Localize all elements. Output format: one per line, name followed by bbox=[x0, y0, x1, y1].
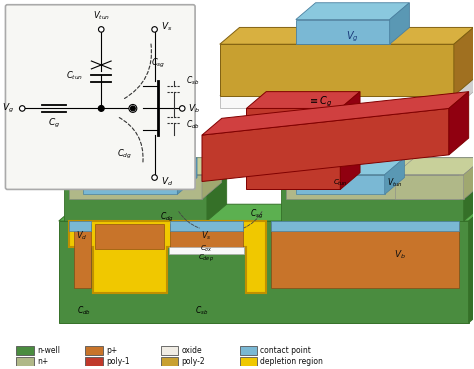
Text: $C_{dep}$: $C_{dep}$ bbox=[198, 253, 214, 264]
Text: $\equiv C_g$: $\equiv C_g$ bbox=[308, 94, 333, 109]
Polygon shape bbox=[220, 96, 454, 108]
Polygon shape bbox=[59, 221, 469, 323]
Polygon shape bbox=[177, 158, 197, 194]
Polygon shape bbox=[69, 158, 222, 175]
Polygon shape bbox=[449, 92, 469, 155]
Text: contact point: contact point bbox=[260, 346, 311, 355]
Text: p+: p+ bbox=[106, 346, 118, 355]
Polygon shape bbox=[296, 158, 404, 175]
Polygon shape bbox=[246, 108, 340, 189]
Polygon shape bbox=[281, 175, 464, 221]
Text: $V_d$: $V_d$ bbox=[76, 230, 87, 242]
Bar bbox=[161, 346, 178, 355]
Text: $V_s$: $V_s$ bbox=[201, 230, 211, 242]
Polygon shape bbox=[170, 224, 244, 249]
Text: $V_b$: $V_b$ bbox=[393, 248, 405, 261]
Polygon shape bbox=[271, 224, 459, 288]
Text: $V_g$: $V_g$ bbox=[346, 29, 359, 44]
Polygon shape bbox=[296, 175, 385, 194]
Polygon shape bbox=[83, 158, 197, 175]
Polygon shape bbox=[459, 158, 474, 199]
Text: $V_g$: $V_g$ bbox=[2, 102, 14, 115]
Text: n-well: n-well bbox=[37, 346, 60, 355]
Text: $C_{sb}$: $C_{sb}$ bbox=[186, 75, 200, 87]
Bar bbox=[239, 357, 257, 366]
Text: $C_{db}$: $C_{db}$ bbox=[76, 305, 91, 317]
Text: $C_{sb}$: $C_{sb}$ bbox=[195, 305, 209, 317]
Text: poly-2: poly-2 bbox=[181, 357, 205, 366]
Circle shape bbox=[180, 106, 185, 111]
Polygon shape bbox=[281, 158, 474, 175]
Circle shape bbox=[19, 106, 25, 111]
Bar bbox=[85, 346, 103, 355]
Polygon shape bbox=[469, 204, 474, 323]
Polygon shape bbox=[202, 92, 469, 135]
Circle shape bbox=[99, 27, 104, 32]
Bar bbox=[16, 357, 34, 366]
Text: $C_{dg}$: $C_{dg}$ bbox=[118, 148, 133, 161]
FancyBboxPatch shape bbox=[5, 5, 195, 189]
Text: $V_{tun}$: $V_{tun}$ bbox=[93, 9, 110, 22]
Polygon shape bbox=[220, 44, 454, 96]
Polygon shape bbox=[464, 158, 474, 221]
Bar bbox=[16, 346, 34, 355]
Polygon shape bbox=[220, 79, 474, 96]
Polygon shape bbox=[202, 108, 449, 182]
Polygon shape bbox=[394, 175, 464, 199]
Polygon shape bbox=[83, 175, 177, 194]
Polygon shape bbox=[464, 158, 474, 199]
Polygon shape bbox=[394, 158, 474, 175]
Polygon shape bbox=[286, 158, 474, 175]
Text: $V_b$: $V_b$ bbox=[188, 102, 200, 115]
Polygon shape bbox=[220, 27, 474, 44]
Polygon shape bbox=[390, 3, 410, 44]
Polygon shape bbox=[202, 158, 222, 199]
Polygon shape bbox=[59, 204, 474, 221]
Circle shape bbox=[152, 175, 157, 180]
Text: $V_{tun}$: $V_{tun}$ bbox=[123, 176, 139, 189]
Polygon shape bbox=[385, 158, 404, 194]
Text: $C_{sg}$: $C_{sg}$ bbox=[151, 56, 165, 69]
Polygon shape bbox=[296, 3, 410, 20]
Text: $C_{dg}$: $C_{dg}$ bbox=[161, 211, 174, 224]
Bar bbox=[161, 357, 178, 366]
Text: poly-1: poly-1 bbox=[106, 357, 130, 366]
Polygon shape bbox=[64, 175, 207, 221]
Text: $C_{ox}$: $C_{ox}$ bbox=[200, 244, 212, 254]
Text: $C_{tun}$: $C_{tun}$ bbox=[66, 70, 83, 82]
Polygon shape bbox=[207, 158, 227, 221]
Polygon shape bbox=[64, 158, 227, 175]
Polygon shape bbox=[454, 27, 474, 96]
Polygon shape bbox=[340, 92, 360, 189]
Text: depletion region: depletion region bbox=[260, 357, 323, 366]
Polygon shape bbox=[286, 175, 459, 199]
Text: $V_{tun}$: $V_{tun}$ bbox=[387, 176, 402, 189]
Text: $C_{tun}$: $C_{tun}$ bbox=[333, 177, 347, 187]
Text: n+: n+ bbox=[37, 357, 48, 366]
Polygon shape bbox=[271, 221, 459, 231]
Circle shape bbox=[152, 27, 157, 32]
Polygon shape bbox=[246, 92, 360, 108]
Text: oxide: oxide bbox=[181, 346, 202, 355]
Polygon shape bbox=[296, 20, 390, 44]
Text: $V_s$: $V_s$ bbox=[161, 20, 172, 33]
Circle shape bbox=[130, 106, 135, 111]
Bar bbox=[85, 357, 103, 366]
Text: $V_d$: $V_d$ bbox=[161, 175, 173, 188]
Polygon shape bbox=[170, 221, 244, 231]
Text: $C_{db}$: $C_{db}$ bbox=[186, 119, 200, 131]
Text: $C_g$: $C_g$ bbox=[48, 117, 60, 130]
Polygon shape bbox=[169, 247, 245, 254]
Polygon shape bbox=[69, 221, 91, 231]
Polygon shape bbox=[69, 175, 202, 199]
Text: $C_{sg}$: $C_{sg}$ bbox=[250, 207, 263, 221]
Circle shape bbox=[129, 104, 137, 113]
Polygon shape bbox=[73, 224, 91, 288]
Circle shape bbox=[98, 106, 104, 111]
Bar bbox=[239, 346, 257, 355]
Polygon shape bbox=[95, 224, 164, 249]
Polygon shape bbox=[454, 79, 474, 108]
Polygon shape bbox=[69, 221, 266, 293]
